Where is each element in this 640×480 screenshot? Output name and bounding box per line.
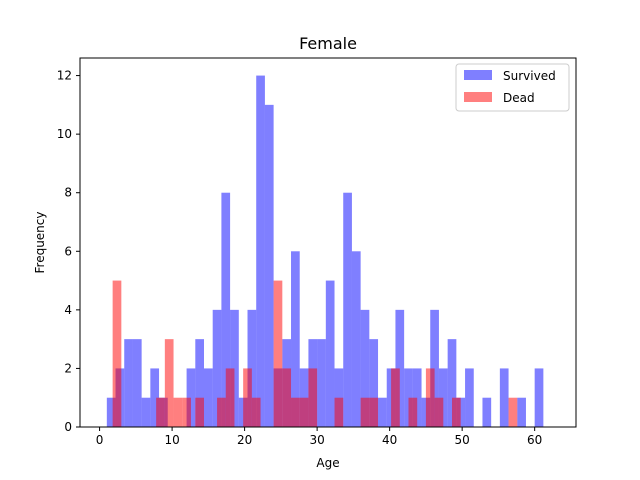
survived-bar <box>465 368 474 427</box>
dead-bar <box>334 397 344 427</box>
dead-bar <box>112 280 122 427</box>
survived-bar <box>317 339 326 427</box>
survived-bar <box>212 309 222 427</box>
dead-bar <box>299 397 309 427</box>
survived-bar <box>141 397 151 427</box>
survived-bar <box>264 104 274 427</box>
dead-bar <box>360 397 370 427</box>
dead-bar <box>308 368 318 427</box>
dead-bar <box>195 397 204 427</box>
survived-bar <box>421 397 431 427</box>
survived-bar <box>404 368 413 427</box>
y-tick-label: 0 <box>64 420 72 434</box>
x-tick-label: 30 <box>309 433 324 447</box>
survived-bar <box>517 397 526 427</box>
dead-bar <box>251 397 261 427</box>
survived-bar <box>456 397 466 427</box>
y-axis-label: Frequency <box>33 212 47 274</box>
dead-bar <box>225 368 235 427</box>
dead-bar <box>434 397 444 427</box>
dead-bar <box>156 397 165 427</box>
dead-bar <box>508 397 518 427</box>
axes-frame <box>79 57 577 428</box>
dead-bar <box>282 368 292 427</box>
dead-bar <box>425 368 435 427</box>
survived-bar <box>482 397 492 427</box>
dead-bar <box>173 397 183 427</box>
survived-bar <box>124 339 133 427</box>
legend-swatch-dead <box>464 92 492 102</box>
y-tick-label: 4 <box>64 303 72 317</box>
x-tick-label: 60 <box>527 433 542 447</box>
survived-bar <box>369 339 379 427</box>
survived-bar <box>204 368 213 427</box>
legend: Survived Dead <box>455 63 570 112</box>
dead-bar <box>452 397 461 427</box>
x-tick-label: 40 <box>382 433 397 447</box>
dead-bar <box>182 397 191 427</box>
dead-bar <box>291 397 300 427</box>
y-tick-label: 6 <box>64 244 72 258</box>
survived-bar <box>230 309 239 427</box>
x-tick-label: 20 <box>237 433 252 447</box>
survived-bar <box>378 397 387 427</box>
survived-bar <box>351 251 361 427</box>
dead-bar <box>164 339 174 427</box>
legend-label-dead: Dead <box>503 91 535 105</box>
survived-bar <box>106 397 116 427</box>
y-tick-label: 12 <box>57 69 72 83</box>
survived-bar <box>360 309 370 427</box>
dead-bar <box>243 368 252 427</box>
survived-bar <box>447 339 457 427</box>
survived-bar <box>343 192 352 427</box>
survived-bar <box>256 75 265 428</box>
chart-title: Female <box>299 34 357 53</box>
dead-bar <box>217 397 226 427</box>
x-tick-label: 0 <box>96 433 104 447</box>
y-tick-label: 10 <box>57 127 72 141</box>
x-axis-ticks: 0 10 20 30 40 50 60 <box>96 427 542 447</box>
survived-bar <box>195 339 204 427</box>
dead-bar <box>273 280 283 427</box>
survived-bar <box>395 309 405 427</box>
y-tick-label: 2 <box>64 361 72 375</box>
survived-bar <box>291 251 300 427</box>
survived-bar <box>534 368 544 427</box>
x-tick-label: 50 <box>455 433 470 447</box>
y-axis-ticks: 0 2 4 6 8 10 12 <box>57 69 80 434</box>
survived-bar <box>132 339 142 427</box>
y-tick-label: 8 <box>64 186 72 200</box>
survived-bar <box>499 368 509 427</box>
survived-bar <box>325 280 335 427</box>
x-tick-label: 10 <box>164 433 179 447</box>
dead-bar <box>391 368 400 427</box>
legend-label-survived: Survived <box>503 69 556 83</box>
legend-swatch-survived <box>464 70 492 80</box>
survived-bar <box>150 368 160 427</box>
survived-bar <box>221 192 231 427</box>
dead-bars <box>112 280 518 427</box>
x-axis-label: Age <box>316 456 339 470</box>
dead-bar <box>369 397 379 427</box>
dead-bar <box>408 397 418 427</box>
